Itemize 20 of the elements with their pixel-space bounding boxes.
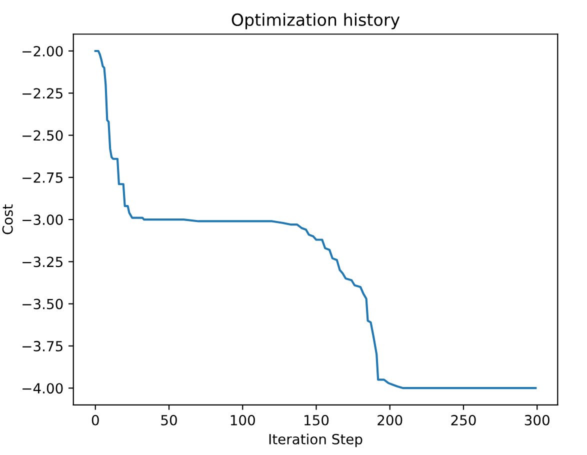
x-tick-label: 150 [304, 414, 329, 426]
line-series [94, 50, 537, 390]
y-tick-label: −3.25 [22, 256, 62, 268]
x-axis-title: Iteration Step [269, 434, 362, 448]
x-tick-label: 100 [230, 414, 255, 426]
x-tick-label: 50 [161, 414, 177, 426]
y-tick-label: −2.25 [22, 88, 62, 99]
y-tick-label: −3.75 [22, 340, 62, 352]
y-tick-label: −2.00 [22, 46, 63, 56]
y-tick-label: −3.50 [22, 298, 63, 310]
x-tick-label: 300 [524, 414, 550, 426]
x-tick-label: 200 [378, 414, 402, 426]
chart-title: Optimization history [232, 13, 400, 30]
y-tick-label: −3.00 [22, 214, 63, 226]
y-axis-title: Cost [2, 204, 13, 234]
x-tick-label: 250 [451, 414, 476, 426]
x-tick-label: 0 [92, 414, 99, 426]
y-tick-label: −2.50 [22, 130, 63, 141]
y-tick-label: −2.75 [22, 172, 62, 183]
y-tick-label: −4.00 [22, 383, 63, 394]
